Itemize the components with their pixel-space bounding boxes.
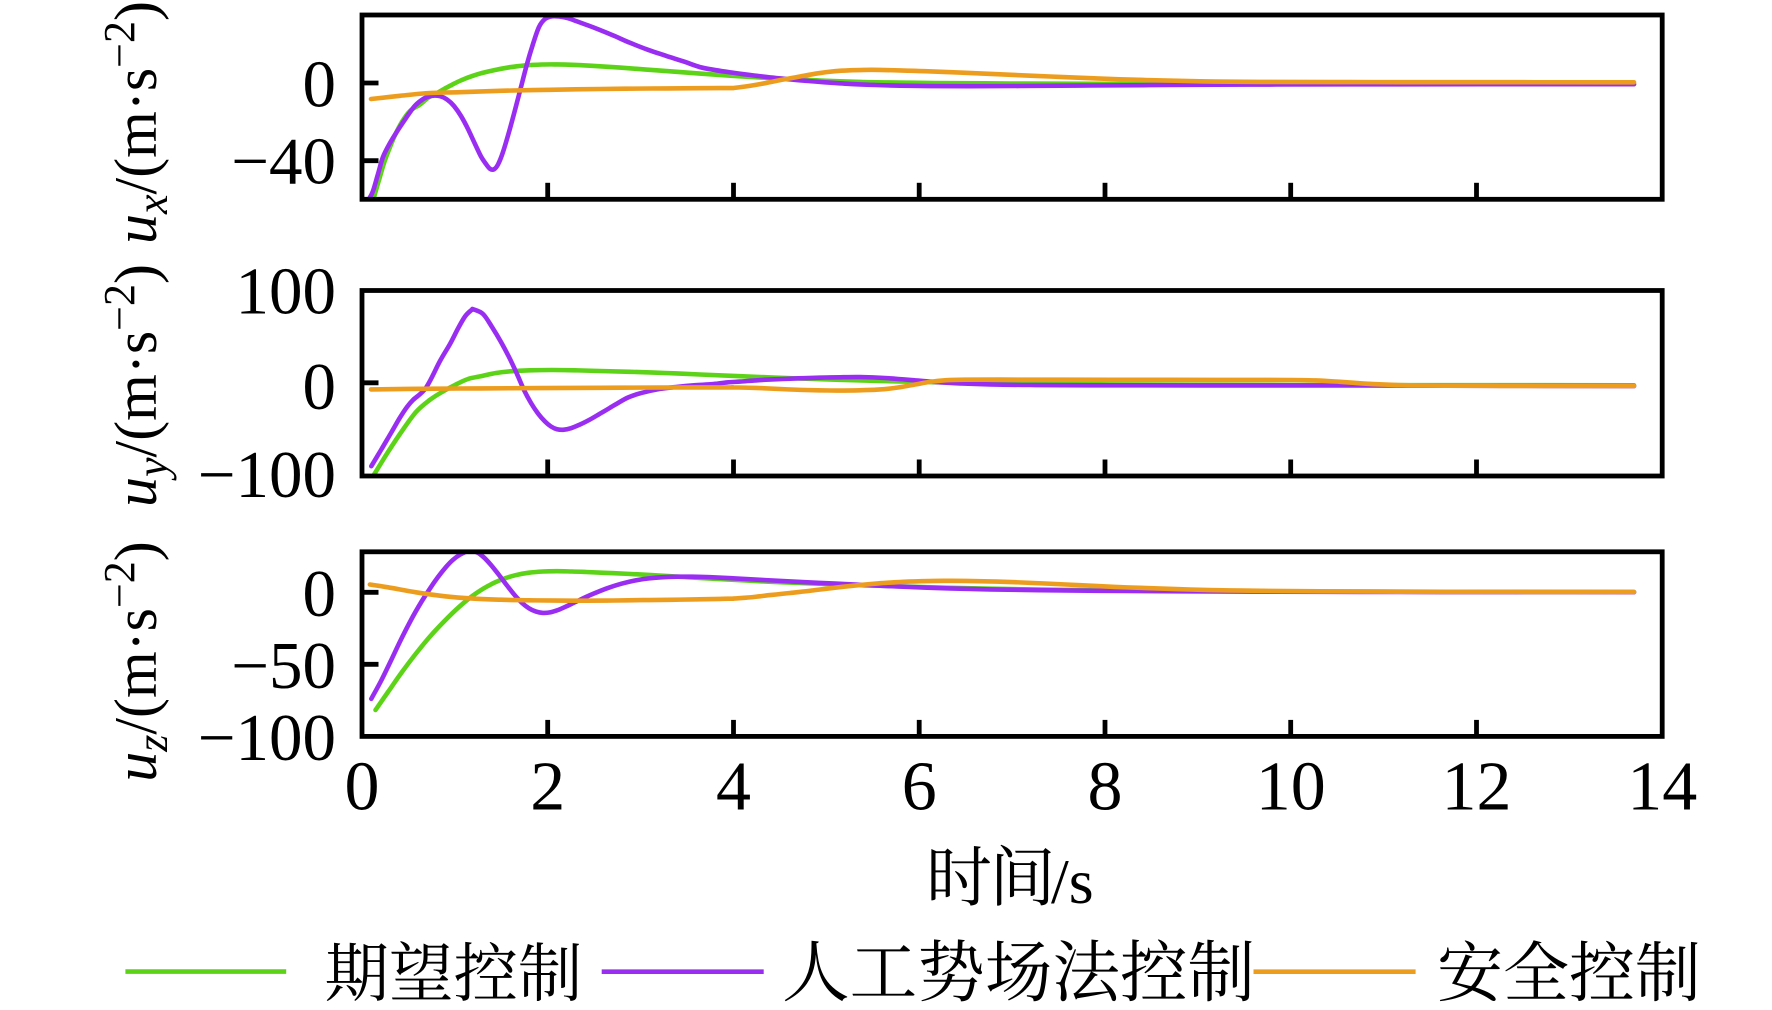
svg-text:0: 0	[303, 48, 337, 122]
svg-text:−40: −40	[231, 125, 336, 199]
svg-text:0: 0	[303, 350, 337, 424]
svg-text:−100: −100	[198, 701, 336, 775]
svg-text:uy/(m·s−2): uy/(m·s−2)	[95, 264, 177, 507]
svg-text:−100: −100	[198, 438, 336, 512]
svg-text:/s: /s	[1051, 846, 1094, 917]
svg-text:ux/(m·s−2): ux/(m·s−2)	[95, 1, 177, 244]
svg-text:0: 0	[303, 557, 337, 631]
svg-text:6: 6	[902, 749, 937, 826]
svg-text:2: 2	[530, 749, 565, 826]
svg-text:−50: −50	[231, 629, 336, 703]
svg-text:8: 8	[1088, 749, 1123, 826]
svg-text:100: 100	[236, 255, 337, 329]
svg-text:10: 10	[1256, 749, 1326, 826]
svg-text:4: 4	[716, 749, 751, 826]
svg-text:12: 12	[1442, 749, 1512, 826]
svg-text:0: 0	[345, 749, 380, 826]
svg-text:uz/(m·s−2): uz/(m·s−2)	[95, 541, 177, 782]
svg-text:14: 14	[1627, 749, 1697, 826]
